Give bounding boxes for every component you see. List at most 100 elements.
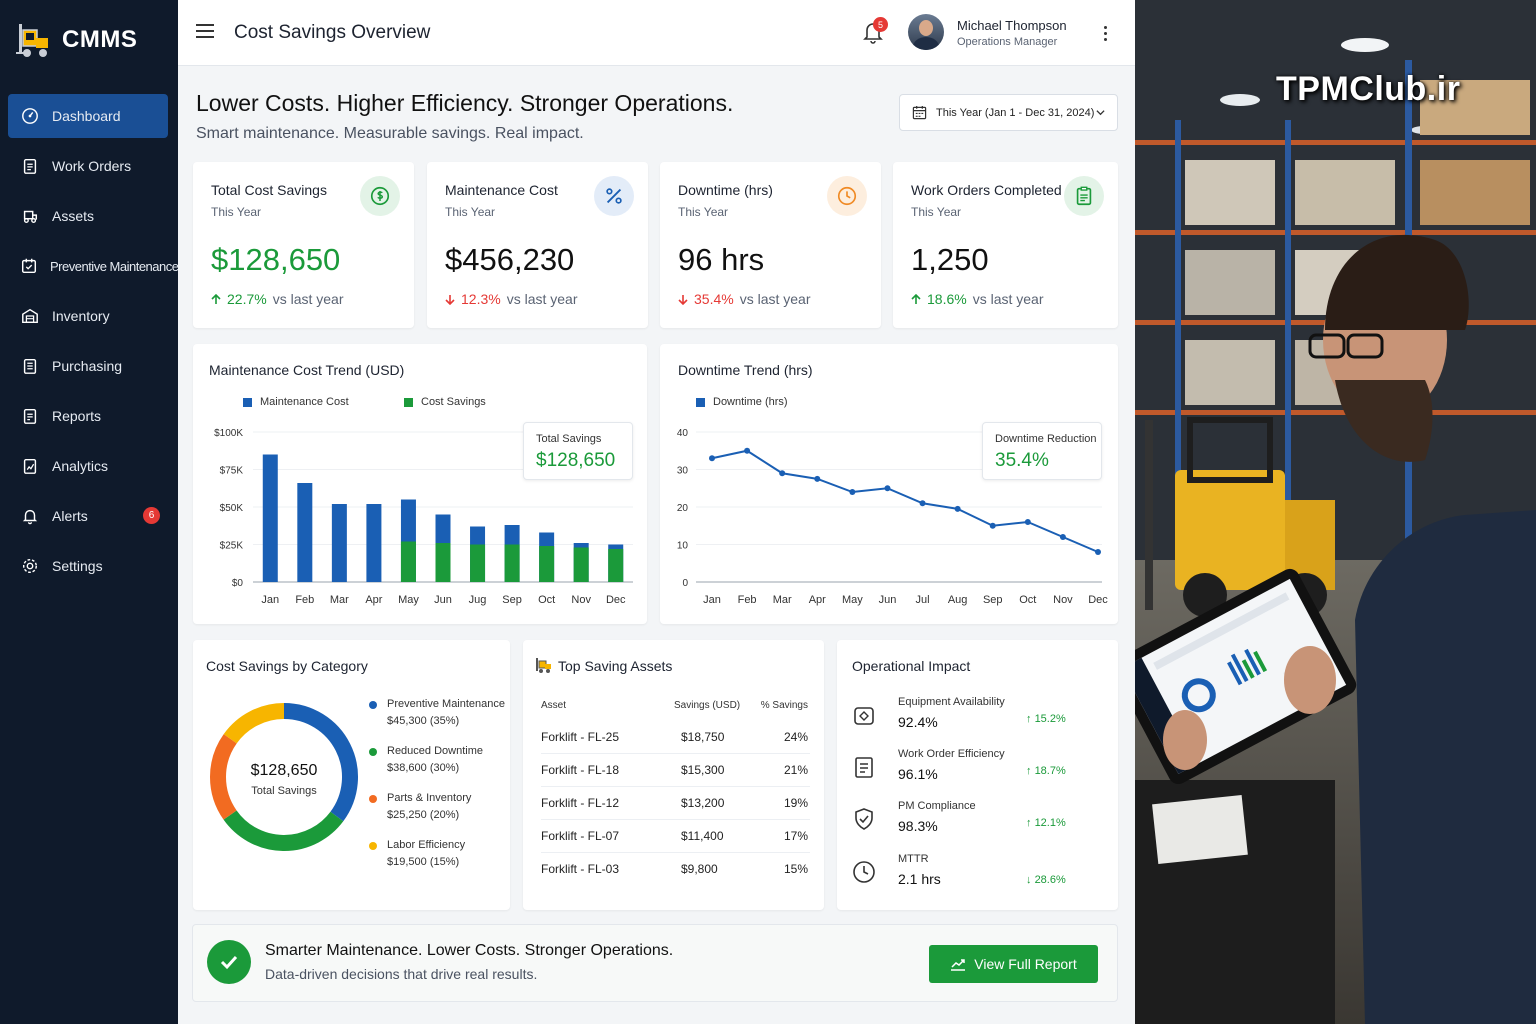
legend-swatch — [404, 397, 413, 407]
impact-pm-compliance: PM Compliance 98.3% ↑ 12.1% — [851, 800, 1081, 846]
data-point — [1095, 549, 1101, 555]
kpi-card-maintenance-cost[interactable]: Maintenance Cost This Year $456,230 12.3… — [427, 162, 648, 328]
category-value: $45,300 (35%) — [387, 715, 460, 727]
avatar[interactable] — [908, 14, 944, 50]
kpi-title: Maintenance Cost — [445, 182, 558, 198]
table-row[interactable]: Forklift - FL-12 $13,200 19% — [541, 787, 810, 820]
button-label: View Full Report — [974, 956, 1077, 972]
date-range-picker[interactable]: This Year (Jan 1 - Dec 31, 2024) — [899, 94, 1118, 131]
x-tick-label: Apr — [365, 594, 382, 606]
arrow-down-icon — [678, 294, 688, 305]
more-options-icon[interactable] — [1104, 26, 1108, 44]
impact-equipment-availability: Equipment Availability 92.4% ↑ 15.2% — [851, 696, 1081, 742]
user-name[interactable]: Michael Thompson — [957, 18, 1067, 33]
card-title: Operational Impact — [852, 658, 971, 674]
asset-percent: 15% — [783, 862, 808, 876]
hamburger-menu-icon[interactable] — [196, 24, 214, 40]
impact-delta: ↑ 15.2% — [1026, 713, 1066, 725]
asset-percent: 19% — [783, 796, 808, 810]
sidebar-item-assets[interactable]: Assets — [8, 194, 168, 238]
donut-slice — [223, 703, 285, 744]
x-tick-label: Jun — [434, 594, 452, 606]
sidebar-item-purchasing[interactable]: Purchasing — [8, 344, 168, 388]
clipboard-icon — [851, 754, 879, 782]
x-tick-label: Aug — [948, 594, 968, 606]
sidebar-item-inventory[interactable]: Inventory — [8, 294, 168, 338]
impact-delta: ↑ 12.1% — [1026, 817, 1066, 829]
brand[interactable]: CMMS — [16, 20, 137, 60]
banner-subtitle: Data-driven decisions that drive real re… — [265, 966, 538, 982]
sidebar-item-analytics[interactable]: Analytics — [8, 444, 168, 488]
sidebar-item-label: Work Orders — [52, 158, 132, 174]
top-bar: Cost Savings Overview 5 Michael Thompson… — [178, 0, 1135, 66]
kpi-value: 96 hrs — [678, 242, 765, 277]
notification-badge: 5 — [873, 17, 888, 32]
table-row[interactable]: Forklift - FL-07 $11,400 17% — [541, 820, 810, 853]
x-tick-label: May — [842, 594, 863, 606]
sidebar-item-label: Alerts — [52, 508, 88, 524]
x-tick-label: Dec — [1088, 594, 1108, 606]
table-row[interactable]: Forklift - FL-18 $15,300 21% — [541, 754, 810, 787]
total-savings-callout: Total Savings $128,650 — [523, 422, 633, 480]
sidebar-item-dashboard[interactable]: Dashboard — [8, 94, 168, 138]
table-row[interactable]: Forklift - FL-03 $9,800 15% — [541, 853, 810, 886]
banner-title: Smarter Maintenance. Lower Costs. Strong… — [265, 942, 674, 959]
sidebar-item-reports[interactable]: Reports — [8, 394, 168, 438]
view-full-report-button[interactable]: View Full Report — [929, 945, 1098, 983]
y-tick-label: $100K — [214, 428, 243, 439]
sidebar-item-alerts[interactable]: Alerts 6 — [8, 494, 168, 538]
arrow-up-icon — [211, 293, 221, 304]
x-tick-label: Oct — [1019, 594, 1036, 606]
donut-center-label: Total Savings — [251, 785, 317, 797]
x-tick-label: Nov — [1053, 594, 1073, 606]
clock-icon — [827, 176, 867, 216]
x-tick-label: Jan — [261, 594, 279, 606]
sidebar-item-label: Assets — [52, 208, 95, 224]
x-tick-label: Apr — [809, 594, 826, 606]
asset-percent: 21% — [783, 763, 808, 777]
y-tick-label: $75K — [220, 466, 244, 477]
impact-value: 92.4% — [898, 714, 938, 730]
data-point — [954, 505, 961, 512]
sidebar-item-settings[interactable]: Settings — [8, 544, 168, 588]
x-tick-label: Nov — [571, 594, 591, 606]
kpi-period: This Year — [445, 205, 496, 219]
kpi-delta-label: vs last year — [272, 291, 344, 307]
data-point — [849, 489, 856, 495]
page-title: Cost Savings Overview — [234, 22, 431, 43]
app-name: CMMS — [62, 26, 138, 53]
data-point — [744, 447, 751, 454]
chart-title: Maintenance Cost Trend (USD) — [209, 362, 405, 378]
bar-cost-savings — [435, 543, 451, 582]
bar-maintenance-cost — [262, 454, 278, 582]
x-tick-label: Jun — [879, 594, 897, 606]
legend-label: Cost Savings — [421, 396, 486, 408]
cost-savings-category-card: Cost Savings by Category $128,650 Total … — [193, 640, 510, 910]
kpi-card-total-savings[interactable]: Total Cost Savings This Year $128,650 22… — [193, 162, 414, 328]
downtime-line-chart: 40 30 20 10 0 Jan Feb Mar Apr May Jun Jul Aug Sep Oct N… — [677, 428, 1108, 606]
kpi-delta-value: 12.3% — [461, 291, 501, 307]
table-row[interactable]: Forklift - FL-25 $18,750 24% — [541, 721, 810, 754]
kpi-delta-label: vs last year — [972, 291, 1044, 307]
donut-slice — [283, 703, 358, 822]
x-tick-label: Jul — [916, 594, 930, 606]
shield-check-icon — [851, 806, 879, 834]
sidebar-item-work-orders[interactable]: Work Orders — [8, 144, 168, 188]
impact-delta: ↑ 18.7% — [1026, 765, 1066, 777]
donut-slice — [223, 810, 344, 851]
kpi-card-downtime[interactable]: Downtime (hrs) This Year 96 hrs 35.4% vs… — [660, 162, 881, 328]
kpi-delta-value: 35.4% — [694, 291, 734, 307]
report-icon — [20, 406, 40, 426]
sidebar-item-preventive-maintenance[interactable]: Preventive Maintenance — [8, 244, 179, 288]
kpi-delta-label: vs last year — [506, 291, 578, 307]
x-tick-label: Jan — [703, 594, 721, 606]
donut-center-value: $128,650 — [250, 762, 318, 779]
forklift-icon — [20, 206, 40, 226]
x-tick-label: Oct — [538, 594, 555, 606]
sidebar-item-label: Purchasing — [52, 358, 123, 374]
y-tick-label: $0 — [232, 578, 244, 589]
kpi-card-work-orders[interactable]: Work Orders Completed This Year 1,250 18… — [893, 162, 1118, 328]
analytics-icon — [20, 456, 40, 476]
dashboard-icon — [20, 106, 40, 126]
clipboard-icon — [20, 156, 40, 176]
